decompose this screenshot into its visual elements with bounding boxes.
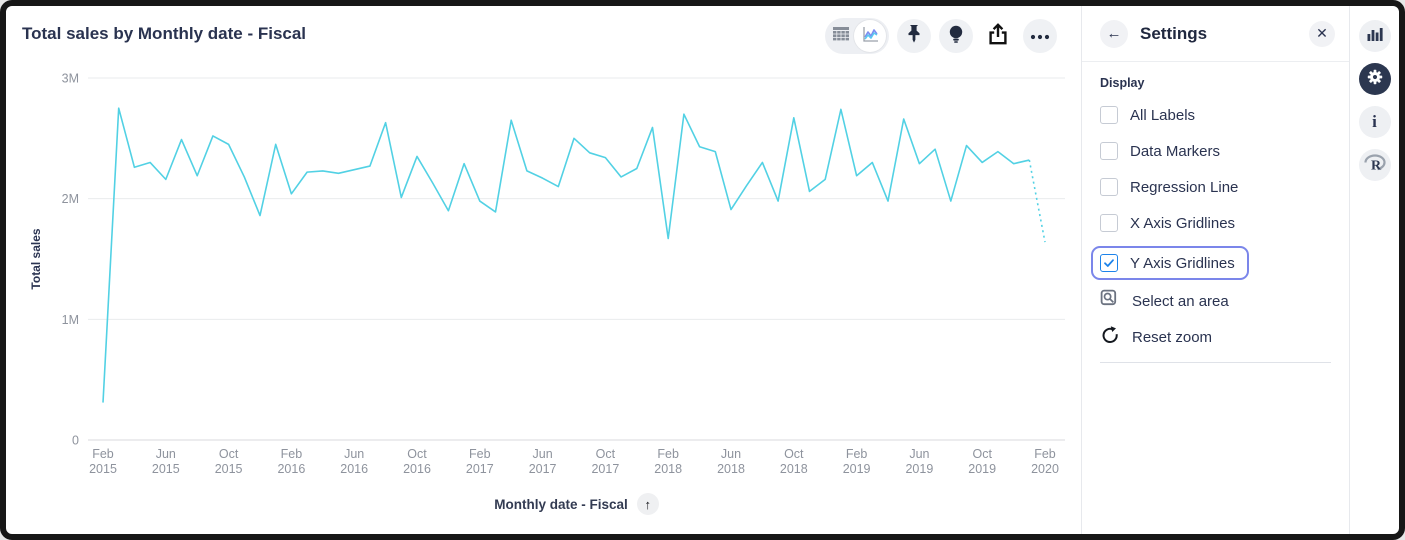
checkbox-checked-icon xyxy=(1100,254,1118,272)
y-tick-label: 0 xyxy=(72,434,79,448)
chart-panel: Total sales by Monthly date - Fiscal xyxy=(6,6,1081,534)
checkbox-icon xyxy=(1100,106,1118,124)
info-icon: i xyxy=(1372,112,1377,131)
x-tick-label: Jun 2015 xyxy=(152,447,180,476)
checkbox-all-labels[interactable]: All Labels xyxy=(1100,102,1331,128)
checkbox-label: X Axis Gridlines xyxy=(1130,214,1236,232)
line-chart[interactable]: 0 1M 2M 3M Total sales Feb 2015 Jun 2015 Oct 2015 F… xyxy=(6,6,1081,540)
settings-panel: ← Settings ✕ Display All Labels Data Mar… xyxy=(1081,6,1349,534)
pin-button[interactable] xyxy=(897,19,931,53)
back-button[interactable]: ← xyxy=(1100,19,1128,48)
x-tick-label: Jun 2018 xyxy=(717,447,745,476)
insights-button[interactable] xyxy=(939,19,973,53)
checkbox-x-axis-gridlines[interactable]: X Axis Gridlines xyxy=(1100,210,1331,236)
checkbox-label: Y Axis Gridlines xyxy=(1130,254,1235,272)
checkbox-label: Regression Line xyxy=(1130,178,1239,196)
chart-view-button[interactable] xyxy=(854,20,886,52)
y-tick-label: 2M xyxy=(62,192,79,206)
chart-tab-button[interactable] xyxy=(1358,20,1391,52)
reset-zoom-button[interactable]: Reset zoom xyxy=(1100,324,1331,350)
y-tick-label: 1M xyxy=(62,313,79,327)
checkbox-y-axis-gridlines[interactable]: Y Axis Gridlines xyxy=(1091,246,1249,280)
bar-chart-icon xyxy=(1367,27,1383,46)
svg-text:R: R xyxy=(1371,158,1382,173)
reset-zoom-icon xyxy=(1100,325,1120,350)
x-tick-label: Feb 2015 xyxy=(89,447,117,476)
y-tick-label: 3M xyxy=(62,72,79,86)
select-area-icon xyxy=(1100,289,1120,314)
x-tick-label: Jun 2016 xyxy=(340,447,368,476)
view-toggle xyxy=(825,18,889,54)
display-section-label: Display xyxy=(1100,76,1145,90)
checkbox-regression-line[interactable]: Regression Line xyxy=(1100,174,1331,200)
checkbox-label: Data Markers xyxy=(1130,142,1221,160)
x-tick-label: Feb 2018 xyxy=(654,447,682,476)
x-tick-label: Oct 2017 xyxy=(591,447,619,476)
checkbox-label: All Labels xyxy=(1130,106,1196,124)
share-button[interactable] xyxy=(981,19,1015,53)
chart-toolbar xyxy=(825,18,1057,54)
r-logo-icon: R xyxy=(1363,153,1387,178)
r-script-tab-button[interactable]: R xyxy=(1358,149,1391,181)
settings-title: Settings xyxy=(1140,23,1208,43)
settings-tab-button[interactable] xyxy=(1358,63,1391,95)
checkbox-icon xyxy=(1100,178,1118,196)
checkbox-icon xyxy=(1100,214,1118,232)
x-tick-label: Jun 2017 xyxy=(529,447,557,476)
panel-divider xyxy=(1100,362,1331,363)
x-tick-label: Oct 2015 xyxy=(215,447,243,476)
info-tab-button[interactable]: i xyxy=(1358,106,1391,138)
series-line xyxy=(102,107,1030,403)
ellipsis-icon xyxy=(1030,27,1050,45)
lightbulb-icon xyxy=(947,24,965,49)
x-tick-label: Jun 2019 xyxy=(905,447,933,476)
table-view-button[interactable] xyxy=(828,21,854,51)
arrow-up-icon: ↑ xyxy=(644,496,652,512)
x-tick-label: Feb 2017 xyxy=(466,447,494,476)
chart-title: Total sales by Monthly date - Fiscal xyxy=(22,24,307,43)
x-tick-label: Oct 2018 xyxy=(780,447,808,476)
right-icon-rail: i R xyxy=(1349,6,1399,534)
settings-body: Display All Labels Data Markers Regressi… xyxy=(1082,62,1349,363)
gear-icon xyxy=(1364,66,1386,93)
table-icon xyxy=(833,26,849,46)
series-line-dotted-segment xyxy=(1028,159,1046,243)
x-tick-label: Oct 2019 xyxy=(968,447,996,476)
pin-icon xyxy=(905,24,923,49)
share-icon xyxy=(986,22,1010,51)
back-arrow-icon: ← xyxy=(1106,25,1122,42)
x-tick-label: Feb 2020 xyxy=(1031,447,1059,476)
action-label: Select an area xyxy=(1132,292,1229,310)
action-label: Reset zoom xyxy=(1132,328,1213,346)
x-tick-label: Feb 2016 xyxy=(277,447,305,476)
checkbox-data-markers[interactable]: Data Markers xyxy=(1100,138,1331,164)
sort-button[interactable]: ↑ xyxy=(636,493,659,515)
line-chart-icon xyxy=(860,24,880,49)
x-tick-label: Oct 2016 xyxy=(403,447,431,476)
close-button[interactable]: ✕ xyxy=(1309,20,1335,47)
close-icon: ✕ xyxy=(1316,25,1328,41)
y-axis-title: Total sales xyxy=(29,228,43,289)
x-axis-label-row: Monthly date - Fiscal ↑ xyxy=(88,493,1065,515)
select-area-button[interactable]: Select an area xyxy=(1100,288,1331,314)
settings-header: ← Settings ✕ xyxy=(1082,6,1349,62)
checkbox-icon xyxy=(1100,142,1118,160)
more-options-button[interactable] xyxy=(1023,19,1057,53)
x-axis-label: Monthly date - Fiscal xyxy=(494,496,628,512)
x-tick-label: Feb 2019 xyxy=(843,447,871,476)
